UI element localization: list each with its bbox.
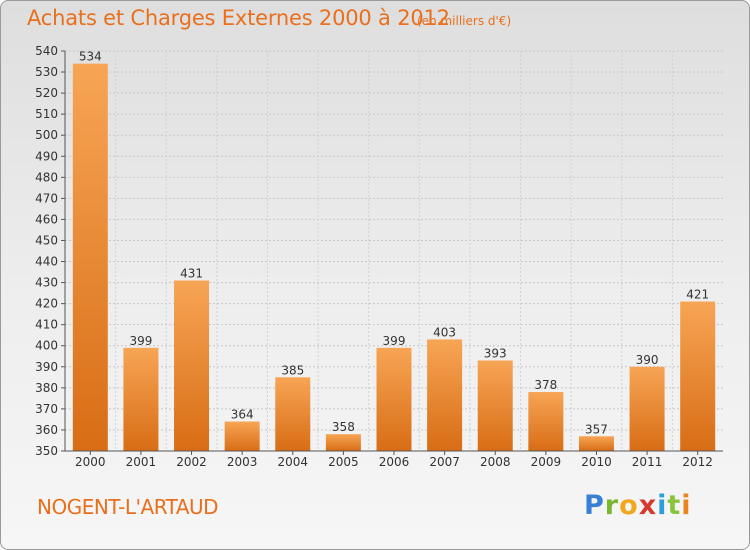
y-tick-label: 400 — [35, 339, 58, 353]
data-label: 403 — [433, 325, 456, 339]
y-tick-label: 380 — [35, 381, 58, 395]
y-tick-label: 390 — [35, 360, 58, 374]
x-tick-label: 2002 — [176, 455, 207, 469]
y-tick-label: 420 — [35, 297, 58, 311]
bar[interactable] — [528, 392, 564, 451]
x-tick-label: 2003 — [227, 455, 258, 469]
data-label: 399 — [383, 334, 406, 348]
bar[interactable] — [224, 421, 260, 451]
place-name: NOGENT-L'ARTAUD — [37, 495, 219, 519]
y-tick-label: 490 — [35, 149, 58, 163]
data-label: 357 — [585, 422, 608, 436]
y-tick-label: 370 — [35, 402, 58, 416]
bar[interactable] — [72, 63, 108, 451]
data-label: 431 — [180, 266, 203, 280]
data-label: 534 — [79, 50, 102, 64]
logo-letter: t — [667, 490, 682, 521]
y-tick-label: 530 — [35, 65, 58, 79]
y-tick-label: 510 — [35, 107, 58, 121]
chart-title: Achats et Charges Externes 2000 à 2012 — [27, 6, 450, 30]
x-tick-label: 2007 — [429, 455, 460, 469]
data-label: 390 — [636, 353, 659, 367]
data-label: 358 — [332, 420, 355, 434]
x-tick-label: 2004 — [277, 455, 308, 469]
y-tick-label: 450 — [35, 233, 58, 247]
logo-letter: i — [681, 490, 692, 521]
x-tick-label: 2011 — [632, 455, 663, 469]
data-label: 378 — [534, 378, 557, 392]
x-tick-label: 2008 — [480, 455, 511, 469]
y-tick-label: 350 — [35, 444, 58, 458]
chart-unit: (en milliers d'€) — [417, 14, 512, 28]
y-tick-label: 410 — [35, 318, 58, 332]
y-tick-label: 500 — [35, 128, 58, 142]
x-tick-label: 2006 — [379, 455, 410, 469]
x-tick-label: 2000 — [75, 455, 106, 469]
x-tick-label: 2010 — [581, 455, 612, 469]
y-tick-label: 480 — [35, 170, 58, 184]
bar[interactable] — [629, 366, 665, 451]
logo-letter: x — [638, 490, 658, 521]
y-tick-label: 460 — [35, 212, 58, 226]
bar[interactable] — [275, 377, 311, 451]
data-label: 421 — [686, 288, 709, 302]
x-tick-label: 2001 — [126, 455, 157, 469]
data-label: 385 — [281, 363, 304, 377]
bar[interactable] — [174, 280, 210, 451]
bar[interactable] — [477, 360, 513, 451]
data-label: 393 — [484, 346, 507, 360]
y-tick-label: 470 — [35, 191, 58, 205]
x-tick-label: 2005 — [328, 455, 359, 469]
logo-letter: r — [604, 490, 620, 521]
x-tick-label: 2009 — [531, 455, 562, 469]
y-tick-label: 360 — [35, 423, 58, 437]
bar[interactable] — [325, 434, 361, 451]
bar[interactable] — [123, 347, 159, 451]
bar[interactable] — [578, 436, 614, 451]
y-tick-label: 540 — [35, 44, 58, 58]
logo-letter: i — [657, 490, 668, 521]
bar[interactable] — [680, 301, 716, 451]
bar[interactable] — [376, 347, 412, 451]
data-label: 364 — [231, 408, 254, 422]
proxiti-logo[interactable]: Proxiti — [584, 490, 692, 521]
y-tick-label: 430 — [35, 276, 58, 290]
y-tick-label: 440 — [35, 255, 58, 269]
bar[interactable] — [427, 339, 463, 451]
x-tick-label: 2012 — [682, 455, 713, 469]
logo-letter: P — [584, 490, 605, 521]
logo-letter: o — [619, 490, 639, 521]
data-label: 399 — [129, 334, 152, 348]
y-tick-label: 520 — [35, 86, 58, 100]
